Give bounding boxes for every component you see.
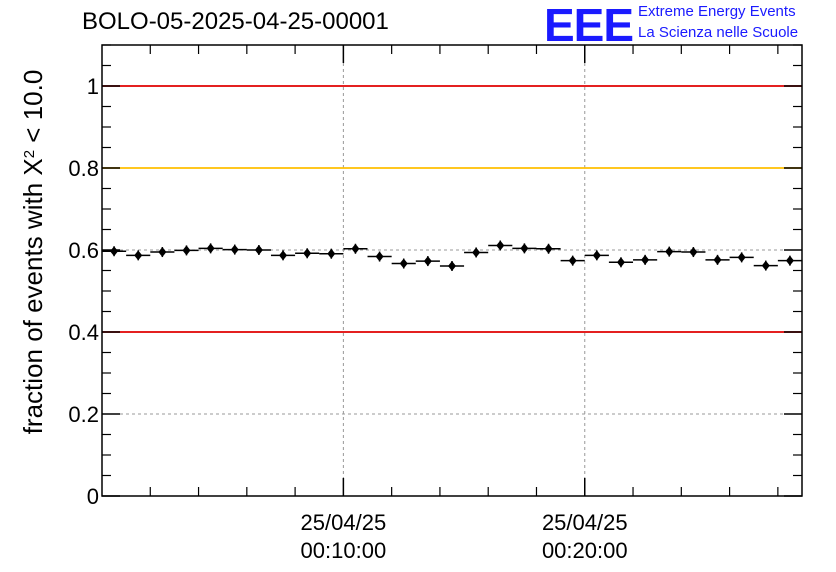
y-axis-label: fraction of events with X2 < 10.0 — [18, 70, 48, 435]
eee-logo-line1: Extreme Energy Events — [638, 3, 796, 20]
x-tick-label-date: 25/04/25 — [301, 510, 387, 535]
y-tick-label: 0.2 — [68, 402, 99, 427]
data-point-marker — [254, 245, 263, 255]
y-axis-label-prefix: fraction of events with — [18, 176, 48, 435]
data-point-marker — [279, 250, 288, 261]
y-tick-label: 0.4 — [68, 320, 99, 345]
data-point-marker — [423, 256, 432, 267]
y-axis-label-text: fraction of events with X2 < 10.0 — [18, 70, 48, 435]
data-point-marker — [303, 248, 312, 259]
data-point-marker — [641, 254, 650, 265]
eee-logo-mark: EEE — [544, 0, 634, 51]
y-tick-label: 0.6 — [68, 238, 99, 263]
data-point-marker — [448, 260, 456, 271]
data-point-marker — [616, 257, 625, 268]
data-points — [102, 240, 802, 271]
reference-lines — [102, 85, 802, 333]
data-point-marker — [182, 245, 191, 256]
data-point-marker — [785, 255, 794, 266]
data-point-marker — [134, 250, 143, 261]
y-axis-label-superscript: 2 — [21, 150, 38, 158]
x-tick-label-date: 25/04/25 — [542, 510, 628, 535]
data-point-marker — [761, 260, 770, 271]
data-point-marker — [351, 243, 360, 254]
axes: 0 0.2 0.4 0.6 0.8 1 25/04/25 00:10:00 25/04/25 00… — [68, 44, 802, 563]
y-tick-label: 0 — [87, 484, 99, 509]
x-tick-label-time: 00:20:00 — [542, 538, 628, 563]
data-point-marker — [230, 244, 239, 255]
data-point-marker — [375, 251, 384, 262]
data-point-marker — [737, 252, 746, 263]
data-point-marker — [399, 258, 408, 269]
data-point-marker — [665, 246, 674, 257]
x-tick-label-time: 00:10:00 — [301, 538, 387, 563]
data-point-marker — [472, 247, 481, 258]
data-point-marker — [689, 247, 698, 258]
y-tick-label: 0.8 — [68, 156, 99, 181]
eee-logo-line2: La Scienza nelle Scuole — [638, 24, 799, 41]
data-point-marker — [520, 243, 529, 254]
chart-title: BOLO-05-2025-04-25-00001 — [82, 8, 389, 35]
data-point-marker — [544, 243, 553, 254]
y-axis-label-suffix: < 10.0 — [18, 70, 48, 150]
data-point-marker — [496, 240, 505, 251]
data-point-marker — [158, 247, 167, 258]
data-point-marker — [568, 255, 577, 266]
data-point-marker — [110, 246, 119, 257]
y-axis-label-chi: X — [18, 158, 48, 175]
data-point-marker — [327, 248, 336, 259]
data-point-marker — [713, 254, 722, 265]
data-point-marker — [206, 243, 215, 254]
data-point-marker — [592, 250, 601, 261]
y-tick-label: 1 — [87, 74, 99, 99]
